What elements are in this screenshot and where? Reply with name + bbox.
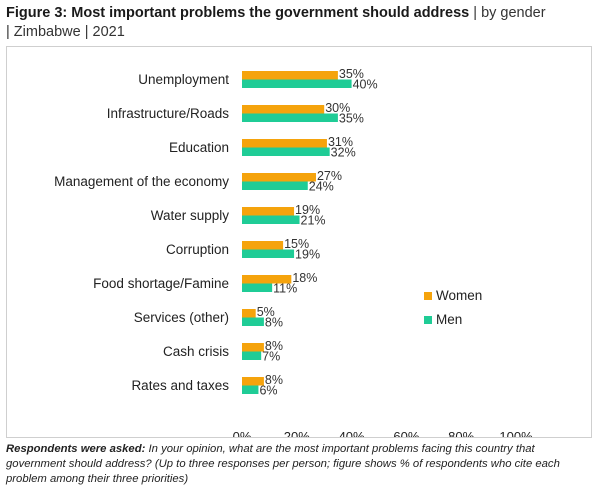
bar-women xyxy=(242,139,327,148)
bar-men xyxy=(242,249,295,258)
category-label: Management of the economy xyxy=(54,174,229,189)
category-label: Cash crisis xyxy=(163,344,229,359)
bar-men xyxy=(242,79,352,88)
data-label-women: 8% xyxy=(265,373,283,387)
data-label-men: 35% xyxy=(339,112,364,126)
category-label: Services (other) xyxy=(134,310,229,325)
category-label: Unemployment xyxy=(138,72,229,87)
bar-women xyxy=(242,71,338,80)
data-label-women: 35% xyxy=(339,67,364,81)
data-label-men: 19% xyxy=(295,248,320,262)
bar-men xyxy=(242,113,338,122)
bar-women xyxy=(242,275,292,284)
data-label-women: 8% xyxy=(265,339,283,353)
bar-men xyxy=(242,283,273,292)
bar-women xyxy=(242,173,316,182)
x-tick-label: 20% xyxy=(284,429,310,437)
data-label-men: 6% xyxy=(259,384,277,398)
category-label: Water supply xyxy=(151,208,230,223)
category-label: Infrastructure/Roads xyxy=(107,106,230,121)
bar-women xyxy=(242,207,295,216)
bar-chart: Unemployment 35%40%Infrastructure/Roads 30… xyxy=(54,67,533,437)
legend-swatch-women xyxy=(424,292,432,300)
chart-title-sub-2: | Zimbabwe | 2021 xyxy=(6,24,125,40)
chart-title-sub-1: | by gender xyxy=(469,5,546,21)
x-tick-label: 40% xyxy=(339,429,365,437)
footnote-text: In your opinion, what are the most impor… xyxy=(6,443,560,485)
data-label-men: 7% xyxy=(262,350,280,364)
category-label: Education xyxy=(169,140,229,155)
legend-label-men: Men xyxy=(436,312,462,327)
category-label: Corruption xyxy=(166,242,229,257)
x-tick-label: 80% xyxy=(448,429,474,437)
category-label: Rates and taxes xyxy=(131,378,229,393)
data-label-men: 24% xyxy=(309,180,334,194)
data-label-women: 19% xyxy=(295,203,320,217)
data-label-men: 21% xyxy=(301,214,326,228)
data-label-women: 15% xyxy=(284,237,309,251)
data-label-women: 30% xyxy=(325,101,350,115)
data-label-women: 18% xyxy=(292,271,317,285)
legend-swatch-men xyxy=(424,316,432,324)
bar-women xyxy=(242,377,264,386)
bar-men xyxy=(242,385,259,394)
data-label-men: 32% xyxy=(331,146,356,160)
x-tick-label: 0% xyxy=(233,429,252,437)
data-label-men: 8% xyxy=(265,316,283,330)
bar-men xyxy=(242,215,300,224)
category-label: Food shortage/Famine xyxy=(93,276,229,291)
bar-men xyxy=(242,147,330,156)
bar-men xyxy=(242,181,308,190)
bar-women xyxy=(242,343,264,352)
chart-frame: Unemployment 35% 40% Infrastructure/Roads 30… xyxy=(6,46,592,438)
x-tick-label: 60% xyxy=(393,429,419,437)
bar-men xyxy=(242,351,262,360)
bar-men xyxy=(242,317,264,326)
data-label-women: 31% xyxy=(328,135,353,149)
bar-women xyxy=(242,105,325,114)
bar-women xyxy=(242,241,284,250)
chart-title-main: Figure 3: Most important problems the go… xyxy=(6,5,470,21)
data-label-men: 40% xyxy=(353,78,378,92)
data-label-men: 11% xyxy=(273,282,297,296)
footnote: Respondents were asked: In your opinion,… xyxy=(6,442,592,487)
legend-label-women: Women xyxy=(436,288,482,303)
data-label-women: 27% xyxy=(317,169,342,183)
data-label-women: 5% xyxy=(257,305,275,319)
bar-women xyxy=(242,309,256,318)
footnote-lead: Respondents were asked: xyxy=(6,443,146,455)
x-tick-label: 100% xyxy=(499,429,533,437)
chart-title: Figure 3: Most important problems the go… xyxy=(6,4,592,42)
